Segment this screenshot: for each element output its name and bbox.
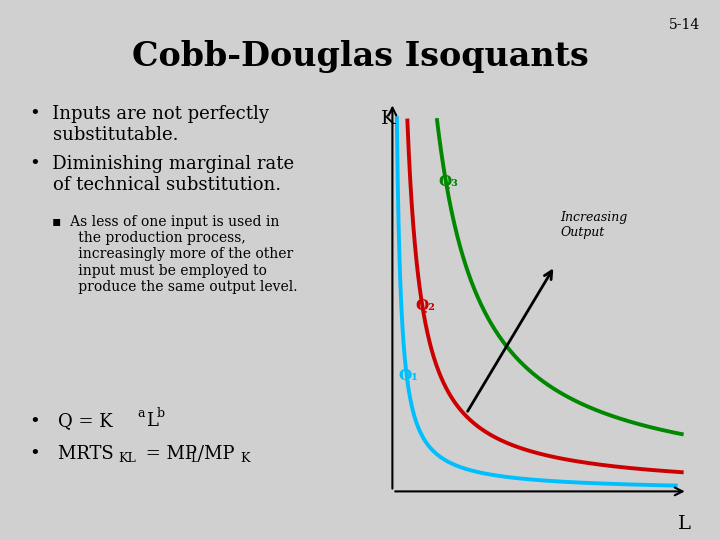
Text: K: K (381, 110, 395, 129)
Text: = MP: = MP (140, 445, 197, 463)
Text: Cobb-Douglas Isoquants: Cobb-Douglas Isoquants (132, 40, 588, 73)
Text: Q₁: Q₁ (399, 368, 418, 382)
Text: a: a (137, 407, 145, 420)
Text: L: L (678, 515, 691, 533)
Text: •  Diminishing marginal rate
    of technical substitution.: • Diminishing marginal rate of technical… (30, 155, 294, 194)
Text: •   Q = K: • Q = K (30, 412, 112, 430)
Text: Q₃: Q₃ (438, 174, 459, 188)
Text: b: b (157, 407, 165, 420)
Text: /MP: /MP (198, 445, 235, 463)
Text: 5-14: 5-14 (669, 18, 700, 32)
Text: •  Inputs are not perfectly
    substitutable.: • Inputs are not perfectly substitutable… (30, 105, 269, 144)
Text: L: L (190, 452, 198, 465)
Text: K: K (240, 452, 250, 465)
Text: •   MRTS: • MRTS (30, 445, 114, 463)
Text: Q₂: Q₂ (415, 299, 435, 313)
Text: Increasing
Output: Increasing Output (561, 211, 628, 239)
Text: ▪  As less of one input is used in
      the production process,
      increasin: ▪ As less of one input is used in the pr… (52, 215, 297, 294)
Text: L: L (146, 412, 158, 430)
Text: KL: KL (118, 452, 136, 465)
